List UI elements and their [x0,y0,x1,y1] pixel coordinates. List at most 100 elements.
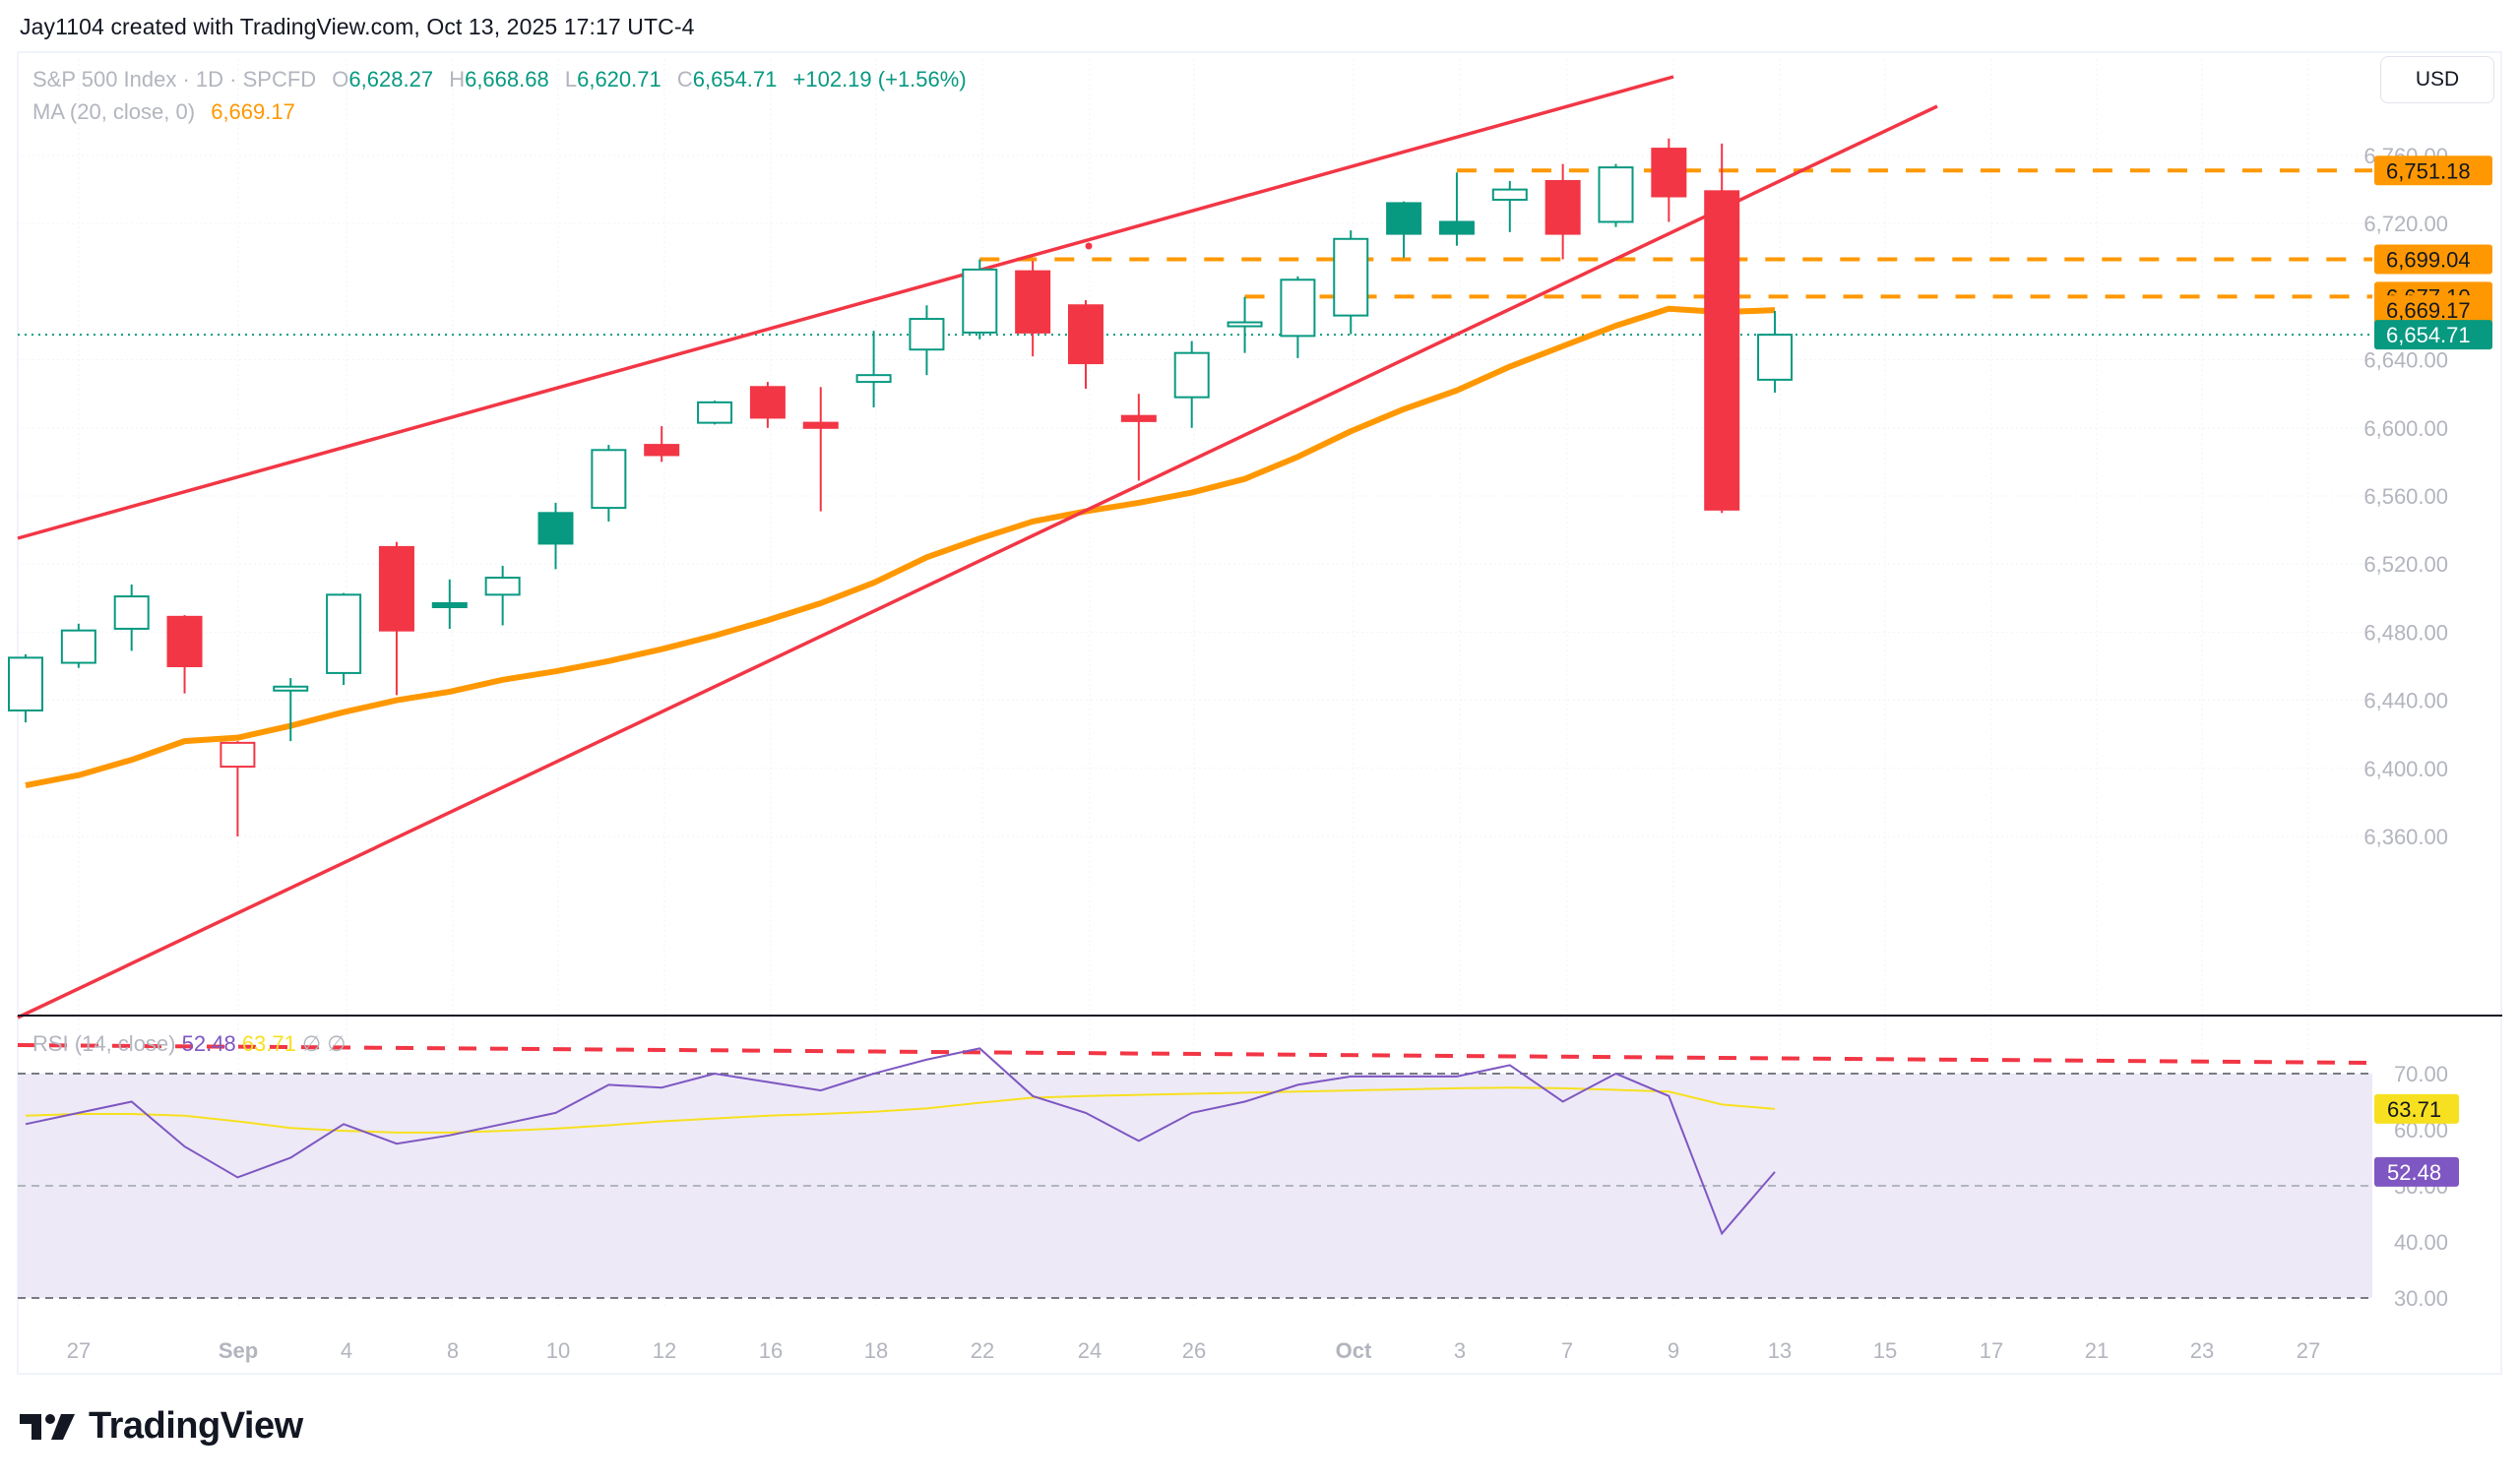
tradingview-logo-icon [20,1413,75,1440]
time-tick-label: 21 [2085,1338,2109,1363]
candle-body [1438,220,1475,235]
tradingview-logo: TradingView [20,1405,303,1448]
rsi-label[interactable]: RSI (14, close) [32,1031,176,1056]
rsi-value: 52.48 [181,1031,236,1056]
candle-body [1704,190,1740,511]
chart-credit: Jay1104 created with TradingView.com, Oc… [20,14,695,39]
time-tick-label: 27 [67,1338,91,1363]
rsi-legend: RSI (14, close) 52.48 63.71 ∅ ∅ [32,1031,346,1057]
candle-body [273,685,309,692]
time-tick-label: 12 [653,1338,676,1363]
rsi-pane [17,1043,2373,1299]
time-tick-label: 4 [341,1338,352,1363]
candle-body [60,629,96,664]
price-tick-label: 6,480.00 [2363,620,2448,645]
high-value: 6,668.68 [465,67,549,92]
time-tick-label: Sep [219,1338,258,1363]
low-value: 6,620.71 [577,67,662,92]
time-tick-label: 10 [546,1338,570,1363]
rsi-trendline [17,1043,2373,1065]
candle-body [1227,321,1263,328]
candle-body [909,318,945,351]
candle-body [855,374,892,384]
time-tick-label: 17 [1980,1338,2003,1363]
change-value: +102.19 (+1.56%) [792,67,967,92]
price-tick-label: 6,600.00 [2363,416,2448,441]
low-label: L [564,67,578,92]
symbol-label[interactable]: S&P 500 Index · 1D · SPCFD [32,67,317,92]
candle-body [1333,237,1369,317]
time-tick-label: 3 [1454,1338,1466,1363]
candle-body [697,401,733,424]
rsi-extra: ∅ ∅ [302,1031,346,1056]
price-badge-label: 6,699.04 [2386,247,2471,272]
price-tick-label: 6,560.00 [2363,484,2448,509]
candle-body [378,545,414,632]
candle-body [1280,278,1316,338]
time-tick-label: 23 [2190,1338,2214,1363]
time-tick-label: Oct [1336,1338,1372,1363]
open-value: 6,628.27 [348,67,434,92]
candlesticks [8,138,1794,836]
ma20-line [25,305,1776,789]
price-badge [2374,244,2492,275]
time-axis[interactable]: 27 Sep 4 8 10 12 16 18 22 24 26 Oct 3 7 9 13 15 17 21 23 27 [67,1338,2320,1363]
rsi-badge-label: 52.48 [2387,1160,2441,1185]
trendlines[interactable] [17,75,1938,1019]
rsi-tick-label: 30.00 [2394,1286,2448,1311]
candle-body [962,268,998,334]
candle-body [1544,179,1581,235]
rsi-badge-label: 63.71 [2387,1097,2441,1122]
time-tick-label: 18 [864,1338,888,1363]
time-tick-label: 24 [1078,1338,1102,1363]
rsi-tick-label: 70.00 [2394,1062,2448,1086]
candle-body [1015,270,1051,334]
ma-line [25,305,1776,789]
rsi-ma-value: 63.71 [241,1031,296,1056]
price-tick-label: 6,400.00 [2363,757,2448,781]
open-label: O [332,67,349,92]
candle-body [591,449,627,510]
rsi-ma-line [25,1086,1776,1134]
price-axis[interactable]: 6,760.006,720.006,640.006,600.006,560.00… [2363,144,2492,1311]
candle-body [8,656,43,711]
candle-body [431,601,468,608]
time-tick-label: 16 [759,1338,783,1363]
close-value: 6,654.71 [692,67,778,92]
candle-body [1651,148,1687,198]
ma-value: 6,669.17 [211,99,295,124]
price-badge [2374,155,2492,186]
candle-body [1120,414,1157,422]
price-tick-label: 6,640.00 [2363,348,2448,373]
ma-row: MA (20, close, 0) 6,669.17 [32,95,967,128]
trendline-anchor-dot [1085,242,1093,250]
currency-button[interactable]: USD [2380,56,2494,103]
candle-body [1068,304,1103,365]
price-badge [2374,295,2492,326]
rsi-badge [2374,1093,2459,1124]
rsi-badge [2374,1156,2459,1187]
candle-body [802,421,839,429]
price-tick-label: 6,720.00 [2363,212,2448,236]
candle-body [166,615,203,668]
time-tick-label: 15 [1873,1338,1897,1363]
price-badge-label: 6,654.71 [2386,323,2471,347]
candle-body [220,741,256,769]
time-tick-label: 22 [971,1338,994,1363]
candle-body [1598,166,1634,223]
price-tick-label: 6,440.00 [2363,689,2448,713]
price-badge [2374,320,2492,350]
candle-body [113,595,150,630]
chart-frame [17,51,2502,1375]
time-tick-label: 13 [1768,1338,1792,1363]
rsi-tick-label: 40.00 [2394,1230,2448,1255]
trendline [17,75,1674,540]
high-label: H [449,67,466,92]
price-badge-label: 6,751.18 [2386,158,2471,183]
candle-body [1386,202,1422,235]
candle-body [537,512,574,545]
price-legend: S&P 500 Index · 1D · SPCFD O6,628.27 H6,… [32,63,967,128]
ma-label[interactable]: MA (20, close, 0) [32,99,196,124]
time-tick-label: 26 [1182,1338,1206,1363]
